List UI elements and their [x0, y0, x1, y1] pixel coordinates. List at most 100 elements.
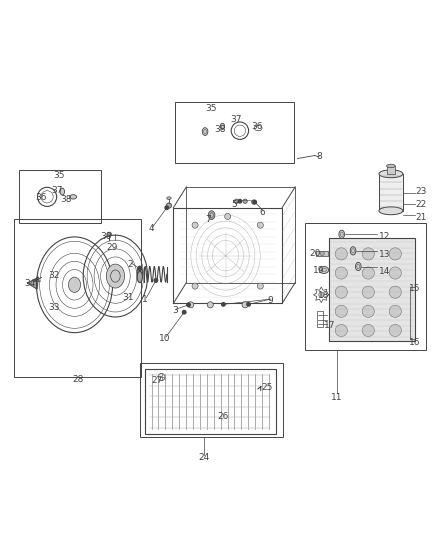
Ellipse shape [208, 211, 215, 220]
Circle shape [183, 310, 186, 314]
Circle shape [207, 302, 213, 308]
Ellipse shape [167, 197, 171, 199]
Circle shape [225, 213, 231, 220]
Circle shape [362, 248, 374, 260]
Text: 19: 19 [313, 266, 325, 276]
Text: 4: 4 [149, 224, 154, 233]
Ellipse shape [137, 271, 142, 282]
Text: 27: 27 [152, 376, 163, 385]
Ellipse shape [137, 266, 142, 277]
Text: 22: 22 [416, 200, 427, 209]
Text: 31: 31 [122, 293, 133, 302]
Circle shape [253, 200, 256, 204]
Bar [186, 187, 295, 282]
Bar [316, 251, 328, 256]
Polygon shape [28, 277, 39, 289]
Circle shape [319, 292, 324, 297]
Text: 14: 14 [379, 267, 390, 276]
Circle shape [166, 203, 172, 208]
Text: 11: 11 [331, 393, 342, 401]
Circle shape [107, 232, 112, 237]
Text: 37: 37 [230, 115, 241, 124]
Text: 15: 15 [409, 284, 420, 293]
Circle shape [222, 303, 225, 306]
Circle shape [242, 302, 248, 308]
Circle shape [362, 286, 374, 298]
Text: 37: 37 [51, 186, 63, 195]
Circle shape [238, 199, 242, 203]
Circle shape [389, 286, 401, 298]
Bar [305, 223, 426, 350]
Circle shape [389, 305, 401, 318]
Circle shape [192, 283, 198, 289]
Text: 3: 3 [173, 305, 178, 314]
Ellipse shape [106, 264, 124, 288]
Text: 20: 20 [309, 249, 321, 258]
Circle shape [165, 206, 169, 209]
Circle shape [362, 325, 374, 336]
Text: 25: 25 [261, 383, 272, 392]
Circle shape [320, 251, 324, 256]
Text: 10: 10 [159, 334, 170, 343]
Circle shape [362, 305, 374, 318]
Text: 17: 17 [324, 321, 336, 330]
Circle shape [335, 267, 347, 279]
Circle shape [335, 248, 347, 260]
Ellipse shape [379, 207, 403, 215]
Circle shape [243, 199, 247, 204]
Text: 13: 13 [378, 250, 390, 259]
Circle shape [234, 199, 239, 204]
Circle shape [389, 267, 401, 279]
Bar [379, 174, 403, 211]
Bar [140, 363, 283, 437]
Ellipse shape [202, 128, 208, 135]
Circle shape [154, 279, 158, 282]
Text: 32: 32 [48, 271, 59, 280]
Circle shape [335, 325, 347, 336]
Bar [387, 166, 395, 174]
Text: 33: 33 [48, 303, 60, 312]
Ellipse shape [60, 188, 64, 195]
Bar [145, 369, 276, 434]
Bar [19, 170, 101, 223]
Text: 36: 36 [251, 122, 263, 131]
Circle shape [247, 303, 251, 306]
Ellipse shape [379, 170, 403, 177]
Bar [14, 219, 141, 377]
Text: 16: 16 [409, 338, 420, 347]
Circle shape [389, 248, 401, 260]
Bar [329, 238, 415, 341]
Circle shape [389, 325, 401, 336]
Circle shape [138, 267, 141, 270]
Text: 23: 23 [416, 187, 427, 196]
Text: 24: 24 [198, 454, 209, 463]
Ellipse shape [220, 123, 225, 130]
Text: 12: 12 [379, 232, 390, 241]
Circle shape [252, 200, 256, 204]
Ellipse shape [319, 266, 328, 273]
Ellipse shape [350, 247, 356, 255]
Text: 35: 35 [205, 104, 217, 114]
Text: 5: 5 [231, 200, 237, 209]
Circle shape [187, 303, 190, 306]
Circle shape [187, 302, 194, 308]
Text: 18: 18 [318, 291, 329, 300]
Bar [176, 102, 294, 163]
Text: 2: 2 [127, 260, 133, 269]
Circle shape [192, 222, 198, 228]
Text: 8: 8 [316, 152, 322, 161]
Circle shape [362, 267, 374, 279]
Circle shape [335, 286, 347, 298]
Text: 9: 9 [268, 296, 273, 305]
Text: 1: 1 [142, 295, 148, 304]
Text: 36: 36 [35, 193, 47, 202]
Bar [317, 311, 323, 327]
Ellipse shape [387, 164, 395, 168]
Text: 6: 6 [260, 207, 265, 216]
Text: 34: 34 [24, 279, 35, 287]
Text: 28: 28 [72, 375, 83, 384]
Text: 7: 7 [205, 215, 211, 224]
Bar [173, 208, 282, 303]
Text: 35: 35 [53, 171, 65, 180]
Text: 29: 29 [107, 243, 118, 252]
